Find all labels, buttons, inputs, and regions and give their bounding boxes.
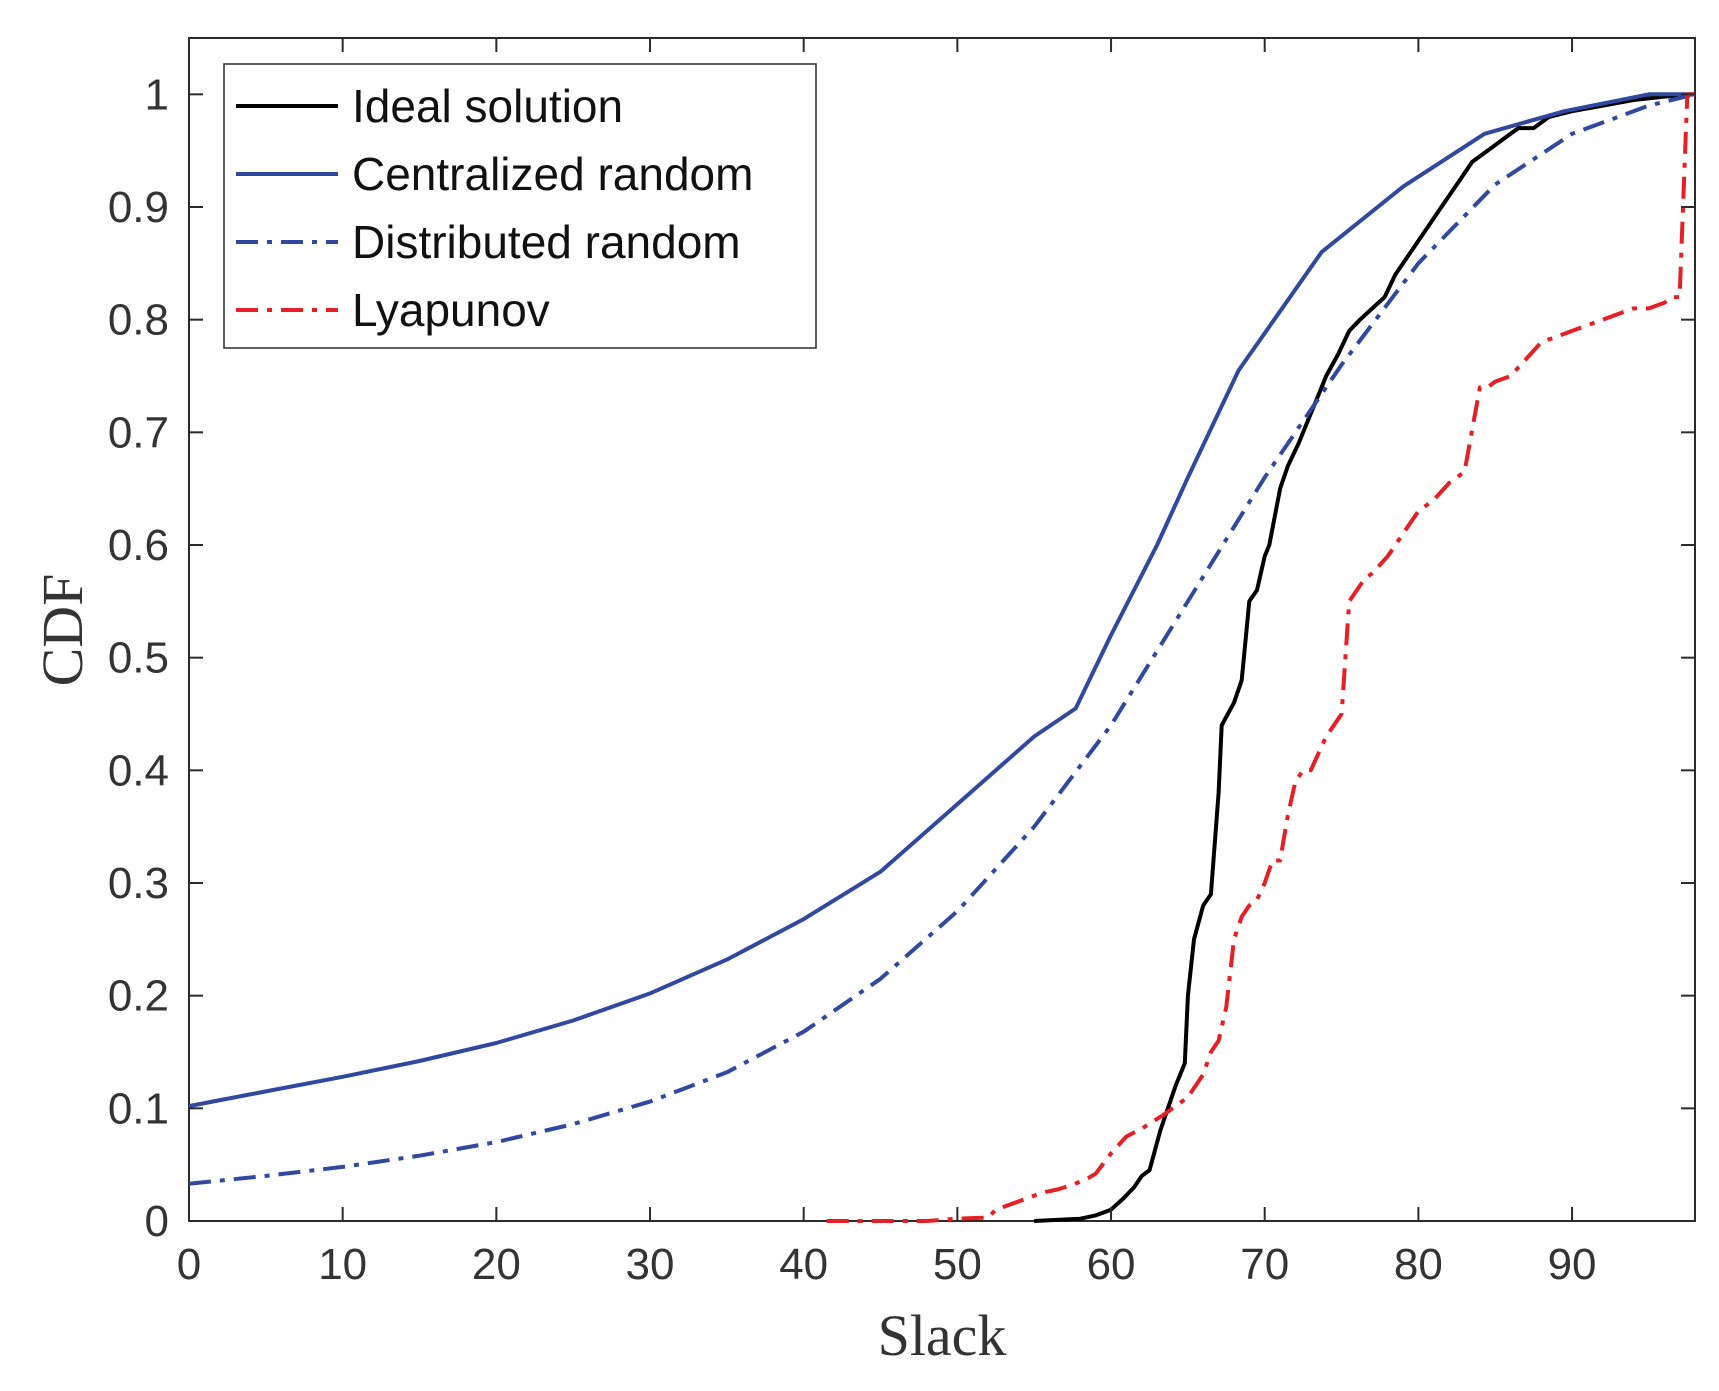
y-tick-label: 0.2 [108, 972, 169, 1021]
y-tick-label: 0.7 [108, 408, 169, 457]
tick-label-layer: 0 10 20 30 40 50 60 70 80 90 0 0.1 0.2 0.3 0.4 0.5 0.6 0.… [108, 70, 1597, 1289]
y-tick-label: 0.1 [108, 1084, 169, 1133]
legend-label-centralized-random: Centralized random [352, 148, 753, 200]
x-tick-label: 30 [626, 1240, 675, 1289]
x-axis-title: Slack [878, 1303, 1007, 1368]
series-line-ideal-solution [1034, 92, 1696, 1223]
x-tick-label: 40 [779, 1240, 828, 1289]
y-tick-label: 1 [145, 70, 169, 119]
y-tick-label: 0.9 [108, 183, 169, 232]
y-axis-title: CDF [30, 574, 95, 687]
x-tick-label: 50 [933, 1240, 982, 1289]
series-layer [188, 92, 1696, 1223]
y-tick-label: 0.4 [108, 746, 169, 795]
x-tick-label: 60 [1087, 1240, 1136, 1289]
y-tick-label: 0 [145, 1197, 169, 1246]
y-tick-label: 0.3 [108, 859, 169, 908]
x-tick-label: 0 [177, 1240, 201, 1289]
x-tick-label: 80 [1394, 1240, 1443, 1289]
legend-box [223, 63, 817, 349]
y-tick-label: 0.5 [108, 634, 169, 683]
x-tick-label: 10 [318, 1240, 367, 1289]
series-line-distributed-random [188, 92, 1696, 1186]
y-tick-label: 0.6 [108, 521, 169, 570]
legend-label-distributed-random: Distributed random [352, 216, 741, 268]
y-tick-label: 0.8 [108, 296, 169, 345]
legend-label-lyapunov: Lyapunov [352, 284, 550, 336]
legend: Ideal solution Centralized random Distri… [223, 63, 817, 349]
x-tick-label: 20 [472, 1240, 521, 1289]
legend-label-ideal-solution: Ideal solution [352, 80, 623, 132]
tick-layer [188, 38, 1695, 1222]
x-tick-label: 90 [1548, 1240, 1597, 1289]
x-tick-label: 70 [1240, 1240, 1289, 1289]
series-line-centralized-random [188, 92, 1695, 1109]
series-line-lyapunov [826, 92, 1695, 1223]
